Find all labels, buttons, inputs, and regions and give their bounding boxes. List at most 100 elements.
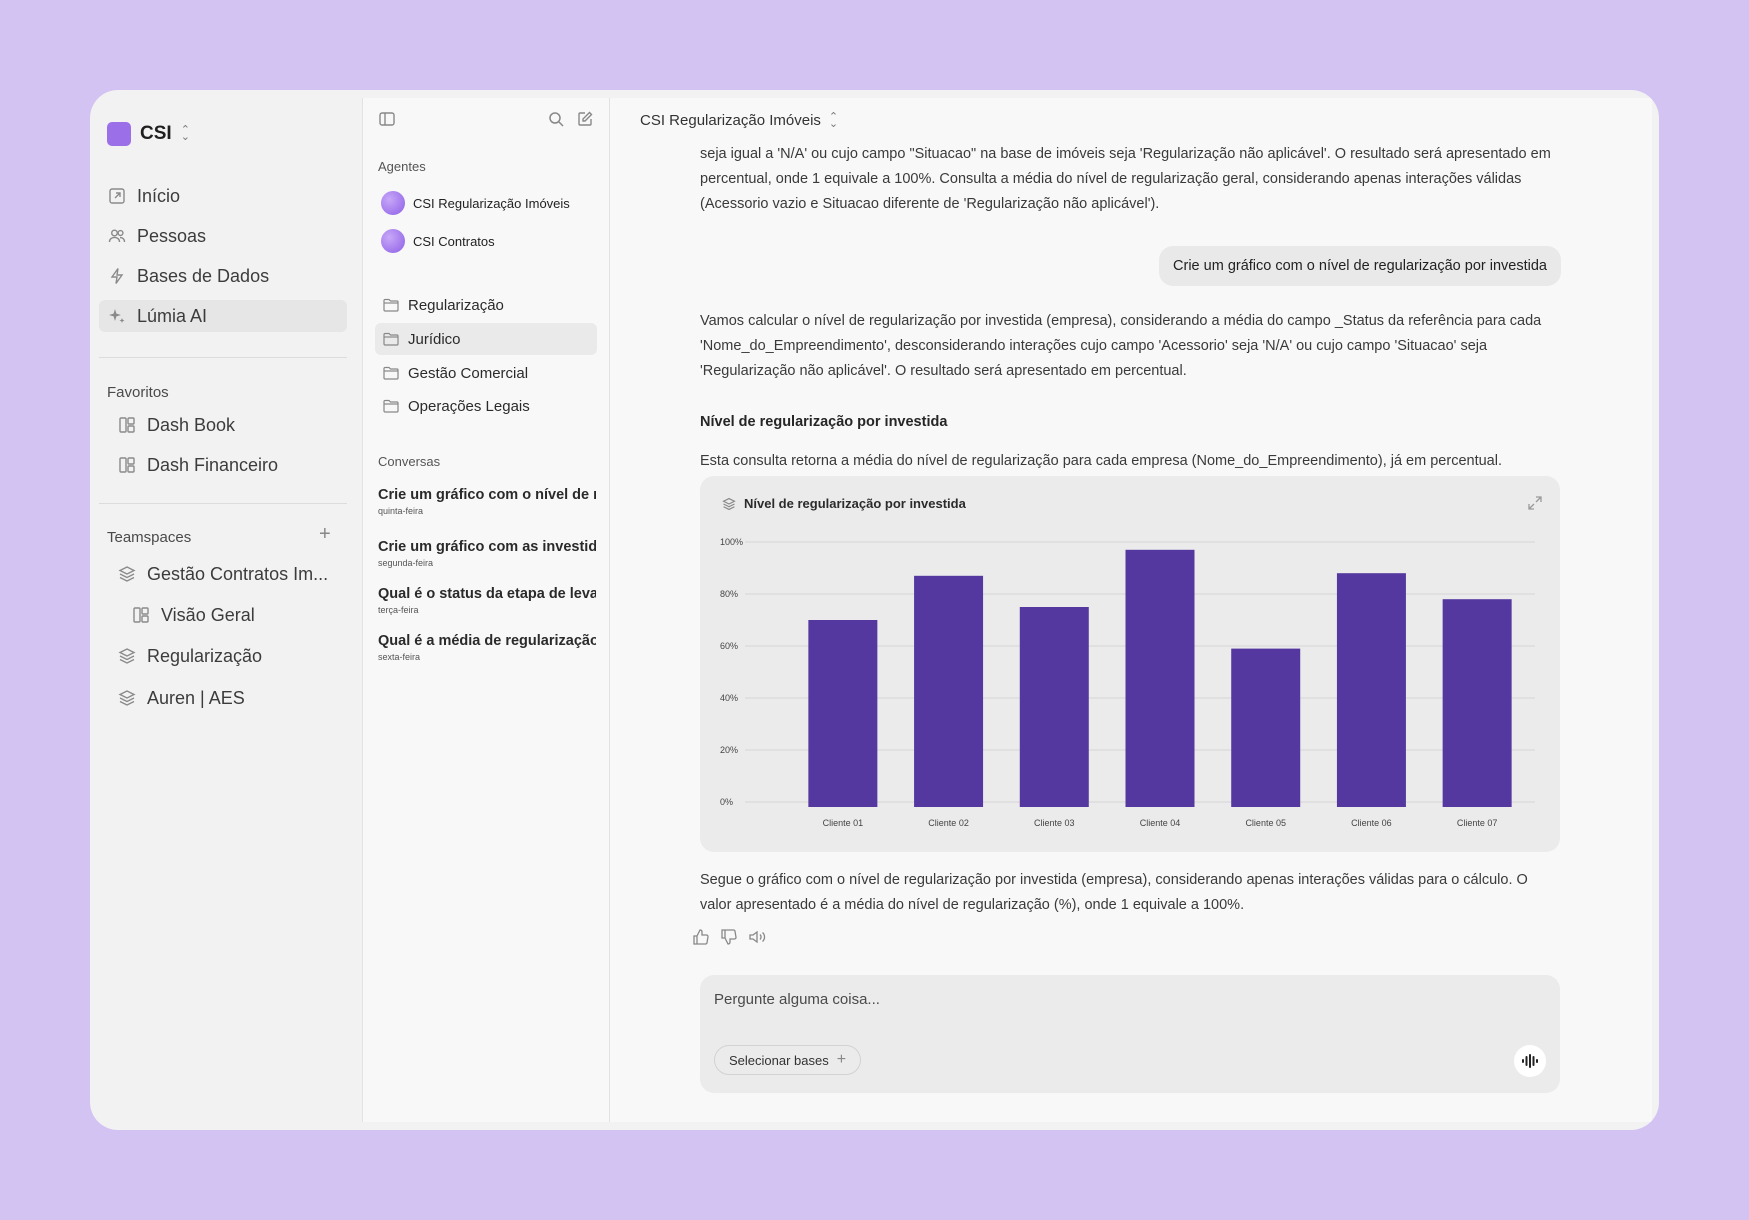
teamspace-gestao-contratos[interactable]: Gestão Contratos Im...	[99, 558, 347, 590]
sidebar-item-label: Início	[137, 185, 181, 206]
conversation-title: Crie um gráfico com o nível de regulariz…	[378, 487, 596, 503]
teamspace-label: Gestão Contratos Im...	[147, 563, 329, 584]
workspace-switcher[interactable]: CSI ⌃ ⌄	[107, 122, 190, 146]
search-icon[interactable]	[547, 110, 565, 128]
folder-item[interactable]: Regularização	[375, 289, 597, 321]
chevron-updown-icon: ⌃ ⌄	[180, 124, 190, 143]
sparkle-icon	[107, 306, 127, 326]
bar[interactable]	[914, 575, 984, 807]
bar[interactable]	[1231, 648, 1301, 807]
sidebar-item-inicio[interactable]: Início	[99, 180, 347, 212]
layers-icon	[722, 497, 736, 510]
new-chat-icon[interactable]	[576, 110, 594, 128]
teamspace-regularizacao[interactable]: Regularização	[99, 640, 347, 672]
sidebar-toggle-icon[interactable]	[378, 110, 396, 128]
message-input[interactable]	[714, 991, 1414, 1008]
x-tick-label: Cliente 04	[1140, 818, 1181, 828]
agents-heading: Agentes	[378, 159, 426, 174]
sidebar-item-lumia-ai[interactable]: Lúmia AI	[99, 300, 347, 332]
dashboard-icon	[131, 605, 151, 625]
chevron-updown-icon: ⌃ ⌄	[828, 110, 839, 130]
lightning-icon	[107, 266, 127, 286]
agent-selector[interactable]: CSI Regularização Imóveis ⌃ ⌄	[640, 110, 839, 130]
teamspace-auren-aes[interactable]: Auren | AES	[99, 682, 347, 714]
plus-icon: +	[836, 1051, 847, 1068]
folder-icon	[383, 399, 399, 413]
layers-icon	[117, 646, 137, 666]
assistant-message: Segue o gráfico com o nível de regulariz…	[700, 872, 1528, 913]
sidebar-item-label: Lúmia AI	[137, 305, 208, 326]
agent-item[interactable]: CSI Contratos	[381, 229, 495, 253]
folder-item[interactable]: Jurídico	[375, 323, 597, 355]
folder-item[interactable]: Operações Legais	[375, 390, 597, 422]
sidebar-item-label: Pessoas	[137, 225, 207, 246]
thumbs-up-icon[interactable]	[692, 928, 710, 946]
favorite-label: Dash Financeiro	[147, 454, 279, 475]
y-tick-label: 0%	[720, 797, 733, 807]
external-link-icon	[107, 186, 127, 206]
teamspaces-heading: Teamspaces	[107, 529, 192, 546]
expand-icon[interactable]	[1528, 496, 1542, 510]
conversation-item[interactable]: Qual é o status da etapa de levantamento…	[378, 586, 596, 615]
bar[interactable]	[1442, 599, 1512, 807]
favorite-dash-financeiro[interactable]: Dash Financeiro	[99, 449, 347, 481]
y-tick-label: 20%	[720, 745, 738, 755]
y-tick-label: 60%	[720, 641, 738, 651]
folder-item[interactable]: Gestão Comercial	[375, 357, 597, 389]
folder-icon	[383, 366, 399, 380]
conversation-item[interactable]: Crie um gráfico com as investidas segund…	[378, 539, 596, 568]
select-bases-button[interactable]: Selecionar bases +	[714, 1045, 862, 1075]
conversation-date: segunda-feira	[378, 558, 434, 568]
folder-label: Gestão Comercial	[408, 364, 529, 382]
folder-label: Regularização	[408, 296, 504, 314]
folder-label: Jurídico	[408, 330, 461, 348]
query-description: Esta consulta retorna a média do nível d…	[700, 453, 1502, 469]
y-tick-label: 100%	[720, 537, 743, 547]
teamspace-visao-geral[interactable]: Visão Geral	[99, 599, 347, 631]
message-actions	[692, 928, 766, 946]
bar[interactable]	[1125, 549, 1195, 807]
dashboard-icon	[117, 455, 137, 475]
conversation-title: Qual é o status da etapa de levantamento	[378, 586, 596, 602]
message-line: percentual, onde 1 equivale a 100%. Cons…	[700, 171, 1522, 187]
add-teamspace-button[interactable]: +	[319, 523, 331, 545]
sidebar-item-bases-de-dados[interactable]: Bases de Dados	[99, 260, 347, 292]
user-message: Crie um gráfico com o nível de regulariz…	[1159, 246, 1561, 286]
page-title: CSI Regularização Imóveis	[640, 112, 821, 129]
teamspace-label: Regularização	[147, 645, 263, 666]
agent-item[interactable]: CSI Regularização Imóveis	[381, 191, 570, 215]
sidebar-item-pessoas[interactable]: Pessoas	[99, 220, 347, 252]
message-line: seja igual a 'N/A' ou cujo campo "Situac…	[700, 146, 1551, 162]
folder-icon	[383, 332, 399, 346]
bar[interactable]	[1336, 573, 1406, 807]
voice-button[interactable]	[1514, 1045, 1546, 1077]
section-heading: Nível de regularização por investida	[700, 414, 948, 430]
teamspace-label: Auren | AES	[147, 687, 245, 708]
agent-avatar	[381, 191, 405, 215]
workspace-logo	[107, 122, 131, 146]
chat-panel: CSI Regularização Imóveis ⌃ ⌄ seja igual …	[610, 98, 1652, 1122]
x-tick-label: Cliente 05	[1245, 818, 1286, 828]
chart-title: Nível de regularização por investida	[744, 496, 966, 511]
assistant-message-partial: seja igual a 'N/A' ou cujo campo "Situac…	[700, 142, 1560, 217]
speaker-icon[interactable]	[748, 928, 766, 946]
conversation-item[interactable]: Qual é a média de regularização sexta-fe…	[378, 633, 596, 662]
chart-header: Nível de regularização por investida	[722, 496, 966, 511]
layers-icon	[117, 688, 137, 708]
favorites-heading: Favoritos	[107, 384, 169, 401]
waveform-icon	[1522, 1054, 1538, 1068]
x-tick-label: Cliente 06	[1351, 818, 1392, 828]
bar[interactable]	[808, 620, 878, 807]
conversation-item[interactable]: Crie um gráfico com o nível de regulariz…	[378, 487, 596, 516]
app-window: CSI ⌃ ⌄ Início Pessoas Bases de Dados	[90, 90, 1659, 1130]
divider	[99, 357, 347, 358]
assistant-message: Vamos calcular o nível de regularização …	[700, 313, 1542, 379]
y-tick-label: 40%	[720, 693, 738, 703]
thumbs-down-icon[interactable]	[720, 928, 738, 946]
bar[interactable]	[1019, 607, 1089, 807]
conversation-date: sexta-feira	[378, 652, 421, 662]
favorite-dash-book[interactable]: Dash Book	[99, 409, 347, 441]
favorite-label: Dash Book	[147, 414, 236, 435]
bar-chart: 0% 20% 40% 60% 80% 100% Cliente 01 Cliente 02 Cl…	[720, 537, 1535, 828]
divider	[99, 503, 347, 504]
